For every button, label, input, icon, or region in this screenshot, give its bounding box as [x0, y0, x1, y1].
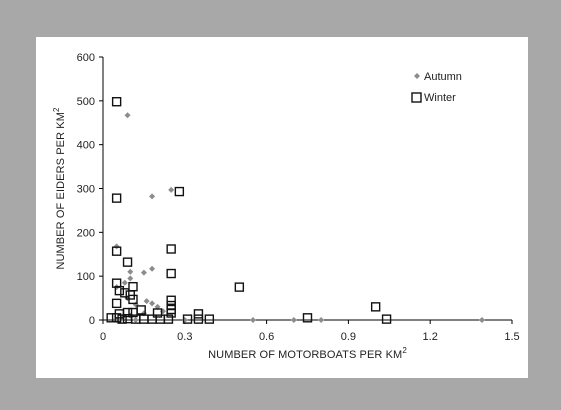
winter-point: [166, 295, 176, 305]
autumn-point: [121, 279, 128, 286]
series-winter-points: [106, 97, 392, 324]
x-axis-title: NUMBER OF MOTORBOATS PER KM2: [208, 346, 407, 361]
winter-point: [128, 307, 138, 318]
winter-point: [193, 309, 204, 319]
winter-point: [174, 186, 185, 197]
autumn-point: [127, 275, 134, 282]
winter-point: [111, 313, 122, 323]
winter-point: [120, 288, 130, 298]
autumn-point: [149, 265, 156, 272]
winter-point: [128, 281, 138, 292]
winter-point: [111, 246, 122, 256]
autumn-point: [149, 300, 156, 307]
autumn-point: [168, 186, 175, 193]
legend-autumn-label: Autumn: [424, 71, 462, 83]
autumn-point: [318, 317, 325, 323]
x-tick-label: 1.5: [504, 331, 519, 343]
y-tick-label: 300: [77, 184, 95, 196]
autumn-point: [113, 243, 120, 250]
winter-point: [204, 314, 215, 324]
winter-point: [193, 314, 204, 324]
x-tick-label: 0.3: [177, 331, 192, 343]
winter-point: [381, 314, 392, 324]
winter-point: [114, 285, 125, 296]
autumn-point: [290, 317, 297, 323]
winter-point: [122, 257, 133, 267]
winter-point: [163, 314, 174, 324]
winter-point: [111, 193, 122, 203]
legend-winter-square-icon: [411, 92, 422, 103]
x-axis-title-text: NUMBER OF MOTORBOATS PER KM: [208, 349, 402, 361]
autumn-point: [127, 268, 134, 275]
y-tick-label: 400: [77, 140, 95, 152]
autumn-point: [249, 317, 256, 323]
y-tick-label: 200: [77, 227, 95, 239]
winter-point: [302, 313, 313, 323]
winter-point: [128, 294, 138, 305]
y-tick-label: 600: [77, 52, 95, 64]
winter-point: [166, 244, 176, 254]
y-axis-ticks: 0 100 200 300 400 500 600: [77, 52, 103, 327]
legend-winter-label: Winter: [424, 92, 456, 104]
y-tick-label: 100: [77, 271, 95, 283]
x-tick-label: 0.9: [341, 331, 356, 343]
y-tick-label: 500: [77, 96, 95, 108]
winter-point: [106, 313, 116, 323]
legend-autumn-diamond-icon: [414, 73, 420, 79]
winter-point: [370, 302, 381, 312]
autumn-point: [143, 298, 150, 305]
winter-point: [166, 308, 176, 318]
autumn-point: [149, 193, 156, 200]
autumn-point: [140, 269, 147, 276]
x-tick-label: 0.6: [259, 331, 274, 343]
winter-point: [111, 97, 122, 107]
autumn-point: [479, 317, 486, 323]
winter-point: [111, 298, 122, 309]
y-axis-title-text: NUMBER OF EIDERS PER KM: [55, 112, 67, 270]
y-axis-title-superscript: 2: [52, 107, 61, 112]
winter-point: [117, 314, 127, 324]
x-axis-ticks: 0 0.3 0.6 0.9 1.2 1.5: [100, 320, 520, 343]
y-tick-label: 0: [89, 315, 95, 327]
series-autumn-points: [113, 112, 486, 323]
winter-point: [166, 268, 176, 279]
winter-point: [234, 282, 245, 292]
legend: Autumn Winter: [411, 71, 462, 104]
autumn-point: [132, 317, 139, 323]
x-tick-label: 1.2: [423, 331, 438, 343]
y-axis-title: NUMBER OF EIDERS PER KM2: [52, 107, 67, 270]
autumn-point: [124, 112, 131, 119]
winter-point: [182, 314, 193, 324]
x-axis-title-superscript: 2: [402, 346, 407, 355]
x-tick-label: 0: [100, 331, 106, 343]
winter-point: [152, 308, 163, 318]
autumn-point: [181, 317, 188, 323]
